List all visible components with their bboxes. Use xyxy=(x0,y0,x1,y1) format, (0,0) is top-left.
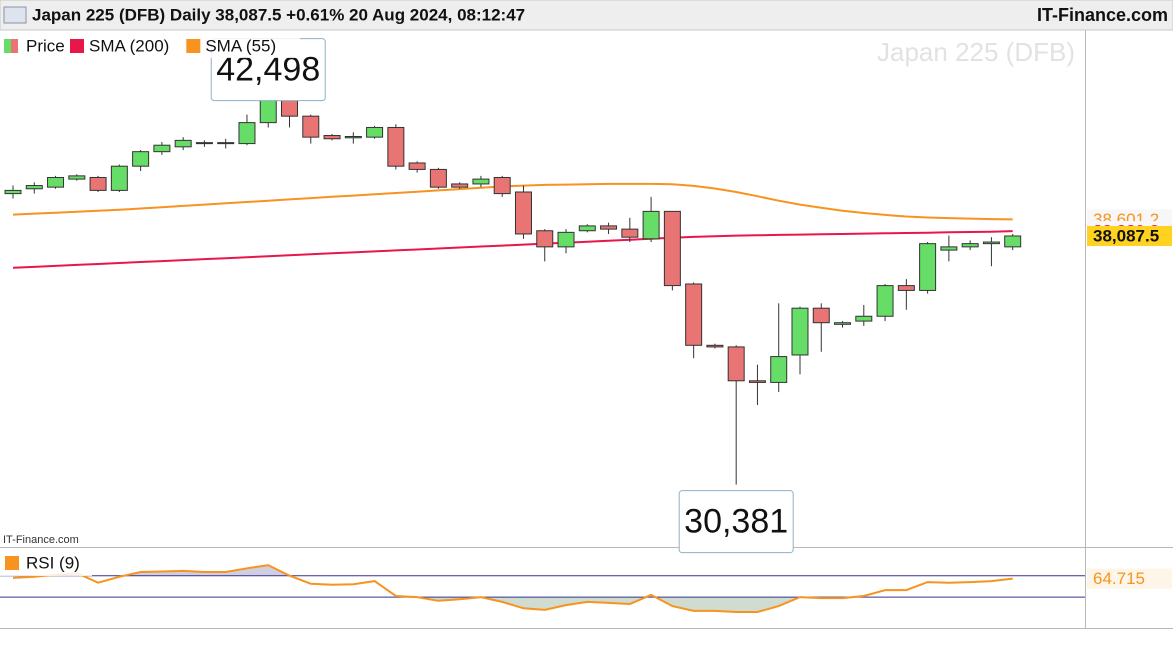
candle-body xyxy=(25,185,43,190)
candle-body xyxy=(259,97,277,124)
candle-body xyxy=(238,122,256,145)
candle-body xyxy=(855,315,873,322)
candle-body xyxy=(876,285,894,317)
candle-body xyxy=(834,322,852,325)
candle-body xyxy=(685,283,703,346)
legend-label: SMA (200) xyxy=(89,36,169,55)
candle-body xyxy=(153,144,171,153)
brand: IT-Finance.com xyxy=(1037,5,1168,25)
candle-body xyxy=(770,356,788,383)
header-bar xyxy=(0,0,1173,31)
legend-swatch xyxy=(70,39,84,53)
candle-body xyxy=(68,175,86,180)
candle-body xyxy=(4,189,22,195)
candle-body xyxy=(961,243,979,248)
candle-body xyxy=(195,142,213,145)
chart-title: Japan 225 (DFB) Daily 38,087.5 +0.61% 20… xyxy=(32,5,525,24)
legend-swatch xyxy=(5,556,19,570)
legend-label: SMA (55) xyxy=(205,36,276,55)
candle-body xyxy=(514,191,532,235)
candle-body xyxy=(663,210,681,287)
candle-body xyxy=(748,380,766,383)
candle-body xyxy=(557,231,575,248)
header-icon xyxy=(3,6,27,24)
price-last-tag: 38,087.5 xyxy=(1093,226,1159,245)
candle-body xyxy=(429,168,447,188)
price-last-tag-box xyxy=(1087,225,1172,246)
annotation-label: 30,381 xyxy=(684,503,788,541)
candle-body xyxy=(110,165,128,191)
candle-body xyxy=(600,225,618,230)
legend-swatch xyxy=(11,39,18,53)
candle-body xyxy=(493,176,511,195)
candle-body xyxy=(472,178,490,185)
candle-body xyxy=(408,162,426,170)
legend-bg xyxy=(0,34,300,58)
candle-body xyxy=(344,135,362,139)
candle-body xyxy=(451,183,469,188)
candle-body xyxy=(982,241,1000,245)
candle-body xyxy=(387,126,405,167)
candle-body xyxy=(897,285,915,291)
candle-body xyxy=(919,243,937,291)
candle-body xyxy=(791,307,809,356)
sma-line xyxy=(12,230,1013,269)
candle-body xyxy=(366,126,384,138)
legend-swatch xyxy=(4,39,11,53)
candle-body xyxy=(940,246,958,251)
candle-body xyxy=(132,151,150,167)
candle-body xyxy=(706,344,724,348)
rsi-overbought-fill xyxy=(13,565,1013,576)
plot xyxy=(0,93,1085,613)
rsi-last-tag: 64.715 xyxy=(1093,569,1145,588)
candle-body xyxy=(89,176,107,191)
candle-body xyxy=(727,346,745,382)
legend-label: RSI (9) xyxy=(26,553,80,572)
candle-body xyxy=(217,142,235,145)
sma-line xyxy=(12,182,1013,221)
credit: IT-Finance.com xyxy=(3,534,79,546)
candle-body xyxy=(578,225,596,232)
candle-body xyxy=(47,176,65,188)
annotation-box xyxy=(678,490,794,554)
candle-body xyxy=(621,228,639,238)
candle-body xyxy=(302,115,320,138)
legend-swatch xyxy=(186,39,201,53)
candle-body xyxy=(642,210,660,240)
legend-label: Price xyxy=(26,36,65,55)
watermark: Japan 225 (DFB) xyxy=(877,37,1075,67)
candle-body xyxy=(174,139,192,148)
candle-body xyxy=(812,307,830,324)
rsi-line xyxy=(12,564,1013,613)
candle-body xyxy=(536,230,554,248)
rsi-last-tag-box xyxy=(1087,568,1172,589)
candle-body xyxy=(1004,235,1022,248)
candle-body xyxy=(323,135,341,140)
